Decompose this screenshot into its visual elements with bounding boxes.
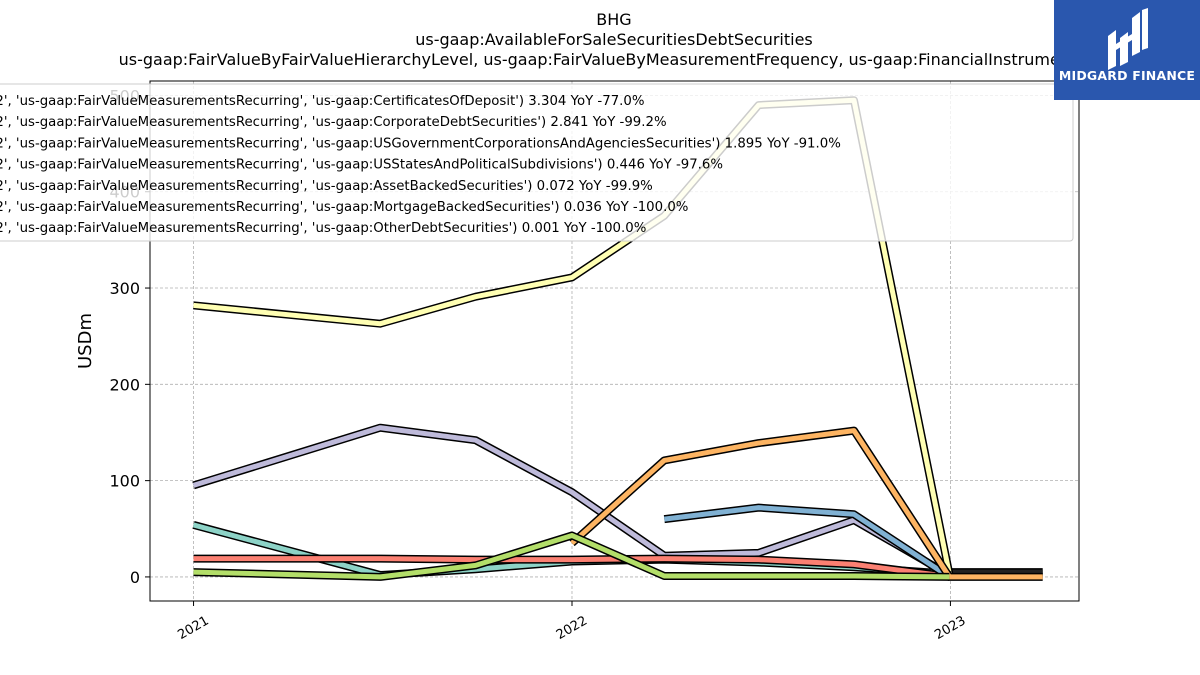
- series-line-6: [193, 533, 950, 580]
- legend-entry-label: ('us-gaap:FairValueInputsLevel2', 'us-ga…: [0, 115, 667, 130]
- legend-entry-label: ('us-gaap:FairValueInputsLevel2', 'us-ga…: [0, 158, 723, 173]
- chart-subtitle: us-gaap:AvailableForSaleSecuritiesDebtSe…: [415, 30, 813, 49]
- legend-box: [0, 83, 1074, 242]
- legend-entry-label: ('us-gaap:FairValueInputsLevel2', 'us-ga…: [0, 94, 644, 109]
- brand-logo: MIDGARD FINANCE: [1054, 0, 1200, 100]
- x-tick-label: 2023: [932, 613, 968, 643]
- y-tick-label: 200: [109, 375, 140, 394]
- chart-subtitle-2: us-gaap:FairValueByFairValueHierarchyLev…: [118, 50, 1110, 69]
- legend-entry-label: ('us-gaap:FairValueInputsLevel2', 'us-ga…: [0, 221, 646, 236]
- x-axis: 2021 2022 2023: [175, 601, 968, 643]
- series-line-2: [192, 425, 951, 578]
- y-tick-label: 100: [109, 472, 140, 491]
- plot-frame: [149, 80, 1080, 602]
- logo-mark-icon: [1108, 8, 1148, 70]
- series-line-5: [570, 428, 1043, 580]
- legend: ('us-gaap:FairValueInputsLevel2', 'us-ga…: [0, 83, 1074, 242]
- chart-titles: BHG us-gaap:AvailableForSaleSecuritiesDe…: [0, 10, 1200, 70]
- x-tick-label: 2021: [175, 613, 211, 643]
- y-tick-label: 0: [130, 568, 140, 587]
- legend-entry-label: ('us-gaap:FairValueInputsLevel2', 'us-ga…: [0, 179, 653, 194]
- y-axis-label: USDm: [75, 313, 96, 369]
- x-tick-label: 2022: [554, 613, 590, 643]
- legend-entry-label: ('us-gaap:FairValueInputsLevel2', 'us-ga…: [0, 200, 688, 215]
- brand-name: MIDGARD FINANCE: [1058, 68, 1196, 83]
- series-lines: [192, 96, 1043, 581]
- legend-entry-label: ('us-gaap:FairValueInputsLevel2', 'us-ga…: [0, 136, 841, 151]
- series-line-4: [663, 505, 951, 579]
- chart-title: BHG: [596, 10, 632, 29]
- y-tick-label: 300: [109, 279, 140, 298]
